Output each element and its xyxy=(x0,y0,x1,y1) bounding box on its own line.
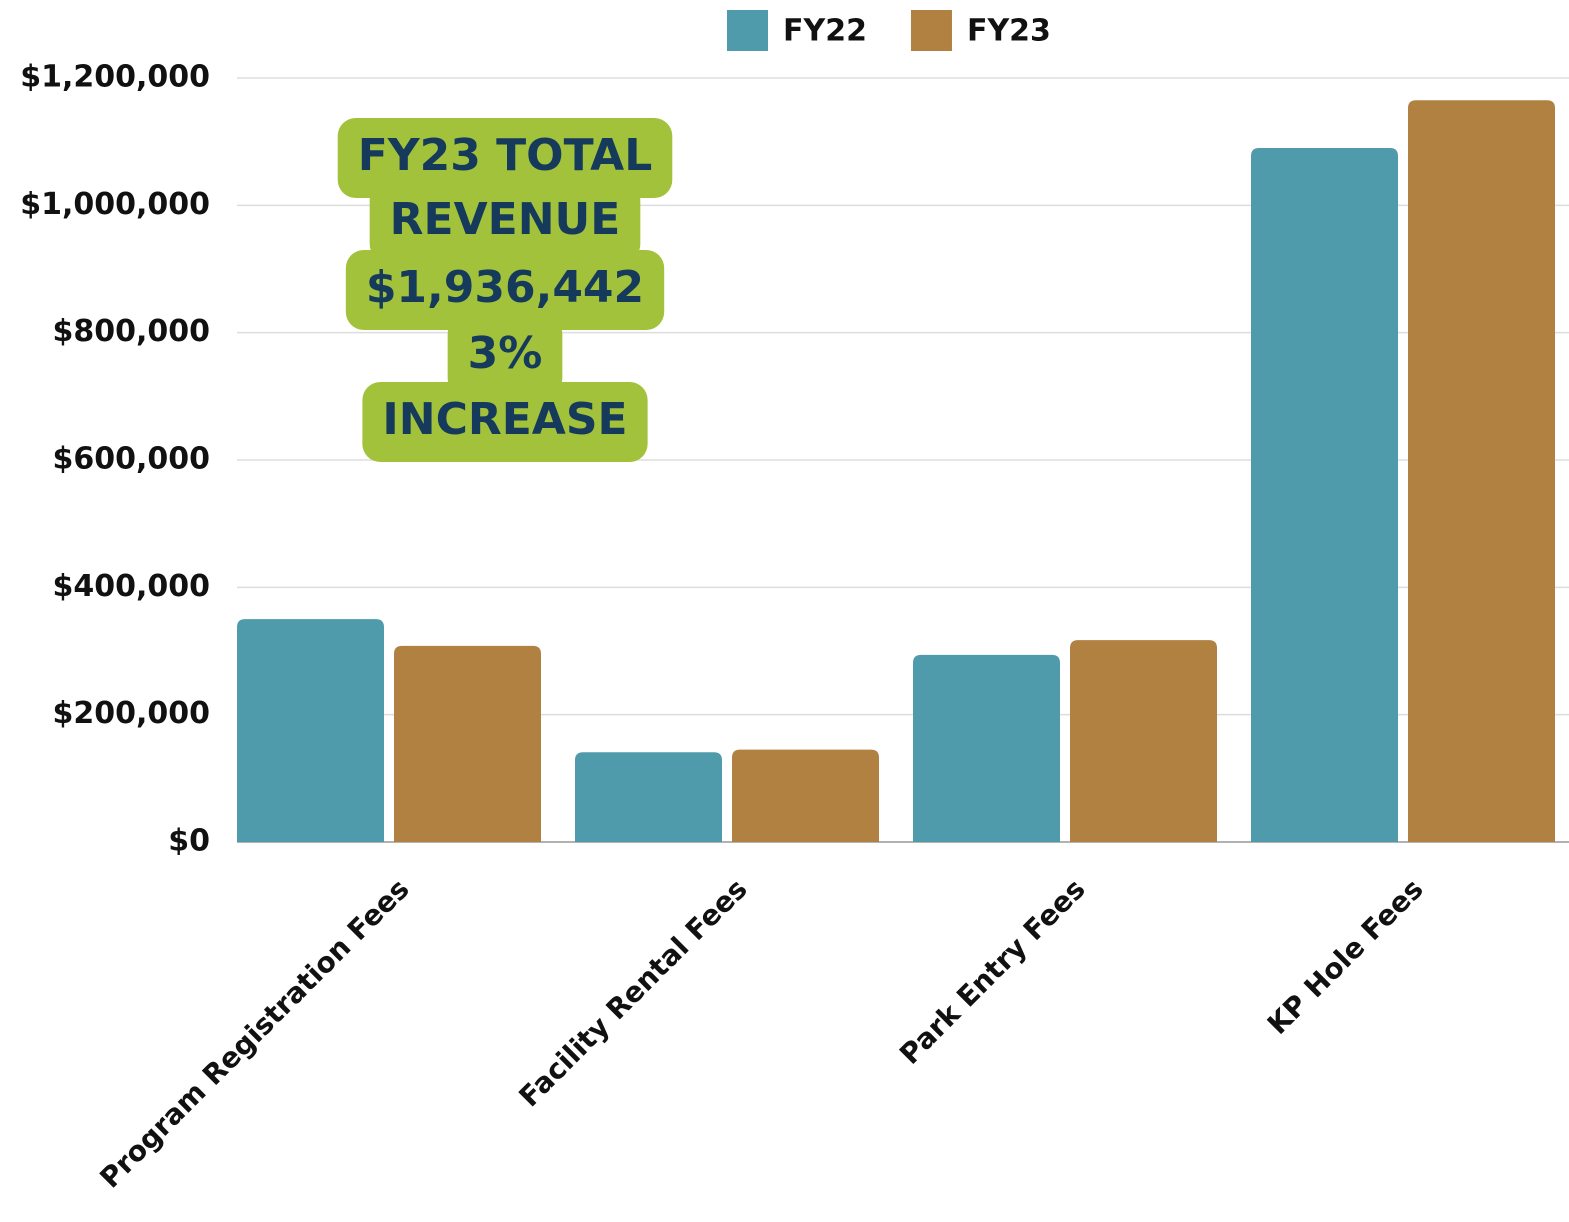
annotation-line: $1,936,442 xyxy=(366,262,644,313)
y-tick-label: $600,000 xyxy=(52,442,210,477)
x-tick-label: KP Hole Fees xyxy=(1261,872,1430,1041)
y-tick-label: $400,000 xyxy=(52,569,210,604)
bar xyxy=(394,645,541,842)
y-tick-label: $1,200,000 xyxy=(20,60,210,95)
annotation: FY23 TOTAL REVENUE $1,936,442 3% INCREASE xyxy=(337,118,673,462)
annotation-box xyxy=(447,316,563,396)
y-tick-label: $0 xyxy=(168,824,210,859)
bar xyxy=(1070,640,1217,842)
x-tick-label: Program Registration Fees xyxy=(93,872,415,1194)
y-tick-label: $1,000,000 xyxy=(20,187,210,222)
annotation-line: INCREASE xyxy=(382,394,627,445)
x-tick-label: Facility Rental Fees xyxy=(513,872,754,1113)
legend-label: FY23 xyxy=(967,14,1051,49)
annotation-box xyxy=(362,382,648,462)
annotation-box xyxy=(369,182,641,262)
legend-swatch xyxy=(910,10,952,51)
x-tick-label: Park Entry Fees xyxy=(893,872,1092,1071)
bar xyxy=(913,654,1060,842)
y-tick-label: $800,000 xyxy=(52,314,210,349)
annotation-line: FY23 TOTAL xyxy=(358,130,653,181)
bar xyxy=(575,752,722,842)
bar xyxy=(1251,148,1398,843)
annotation-box xyxy=(345,250,665,330)
bar xyxy=(1408,100,1555,843)
bar xyxy=(237,619,384,842)
annotation-box xyxy=(337,118,673,198)
legend-swatch xyxy=(727,10,768,51)
annotation-line: REVENUE xyxy=(390,194,621,245)
legend-label: FY22 xyxy=(783,14,867,49)
annotation-bg xyxy=(337,118,673,462)
bar xyxy=(732,749,879,842)
y-tick-label: $200,000 xyxy=(52,696,210,731)
annotation-line: 3% xyxy=(468,328,543,379)
